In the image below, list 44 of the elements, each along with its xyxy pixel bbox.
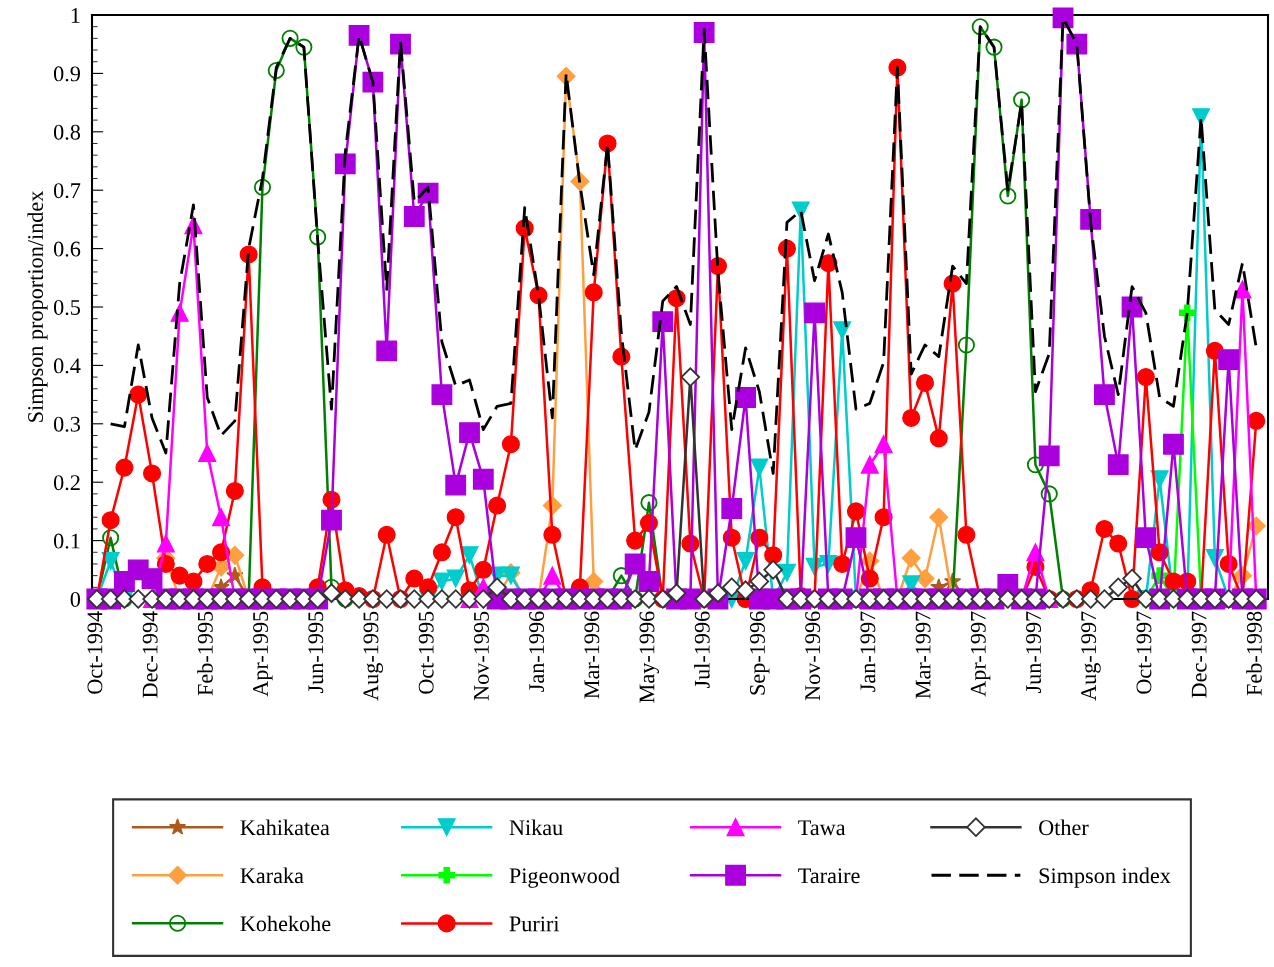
x-tick-label: Jan-1996: [529, 611, 545, 692]
y-tick-label: 1: [71, 8, 80, 23]
x-tick-label: Oct-1994: [87, 611, 103, 694]
y-tick-label: 0.6: [53, 241, 81, 257]
x-tick-label: Nov-1995: [473, 611, 489, 701]
y-axis-title: Simpson proportion/index: [27, 190, 48, 422]
x-tick-label: Dec-1994: [142, 611, 158, 698]
y-tick-label: 0.9: [53, 66, 80, 82]
x-tick-label: Jul-1996: [694, 611, 710, 689]
x-tick-label: Oct-1997: [1136, 611, 1152, 694]
legend-label: Other: [1039, 819, 1089, 836]
x-tick-label: Feb-1998: [1246, 611, 1262, 696]
legend-label: Karaka: [240, 867, 304, 884]
legend-label: Pigeonwood: [509, 867, 620, 888]
x-tick-label: Sep-1996: [749, 611, 770, 695]
legend-label: Simpson index: [1039, 867, 1171, 888]
y-tick-label: 0.5: [53, 299, 81, 316]
y-tick-label: 0: [70, 591, 81, 607]
legend-label: Taraire: [798, 868, 860, 884]
legend-label: Nikau: [509, 819, 563, 836]
y-tick-label: 0.3: [53, 416, 81, 432]
x-tick-label: Mar-1996: [584, 611, 600, 699]
legend-label: Kahikatea: [240, 819, 330, 836]
y-tick-label: 0.7: [53, 183, 81, 199]
x-tick-label: May-1996: [639, 611, 660, 703]
x-tick-label: Apr-1997: [970, 611, 991, 697]
x-tick-label: Feb-1995: [197, 611, 213, 696]
x-tick-label: Mar-1997: [915, 611, 931, 699]
y-tick-label: 0.4: [53, 358, 81, 374]
legend-label: Tawa: [798, 820, 846, 836]
legend-label: Kohekohe: [240, 915, 331, 932]
x-tick-label: Apr-1995: [253, 611, 273, 697]
x-tick-label: Aug-1995: [363, 611, 383, 701]
x-tick-label: Jan-1997: [860, 611, 876, 692]
x-tick-label: Jun-1995: [308, 611, 324, 694]
legend-label: Puriri: [509, 916, 560, 932]
y-tick-label: 0.2: [53, 475, 80, 491]
y-tick-label: 0.8: [53, 124, 81, 140]
x-tick-label: Jun-1997: [1026, 611, 1041, 694]
x-tick-label: Oct-1995: [418, 611, 434, 694]
x-tick-label: Dec-1997: [1191, 611, 1207, 698]
y-tick-label: 0.1: [53, 533, 80, 549]
x-tick-label: Nov-1996: [805, 611, 821, 701]
x-tick-label: Aug-1997: [1081, 611, 1101, 701]
